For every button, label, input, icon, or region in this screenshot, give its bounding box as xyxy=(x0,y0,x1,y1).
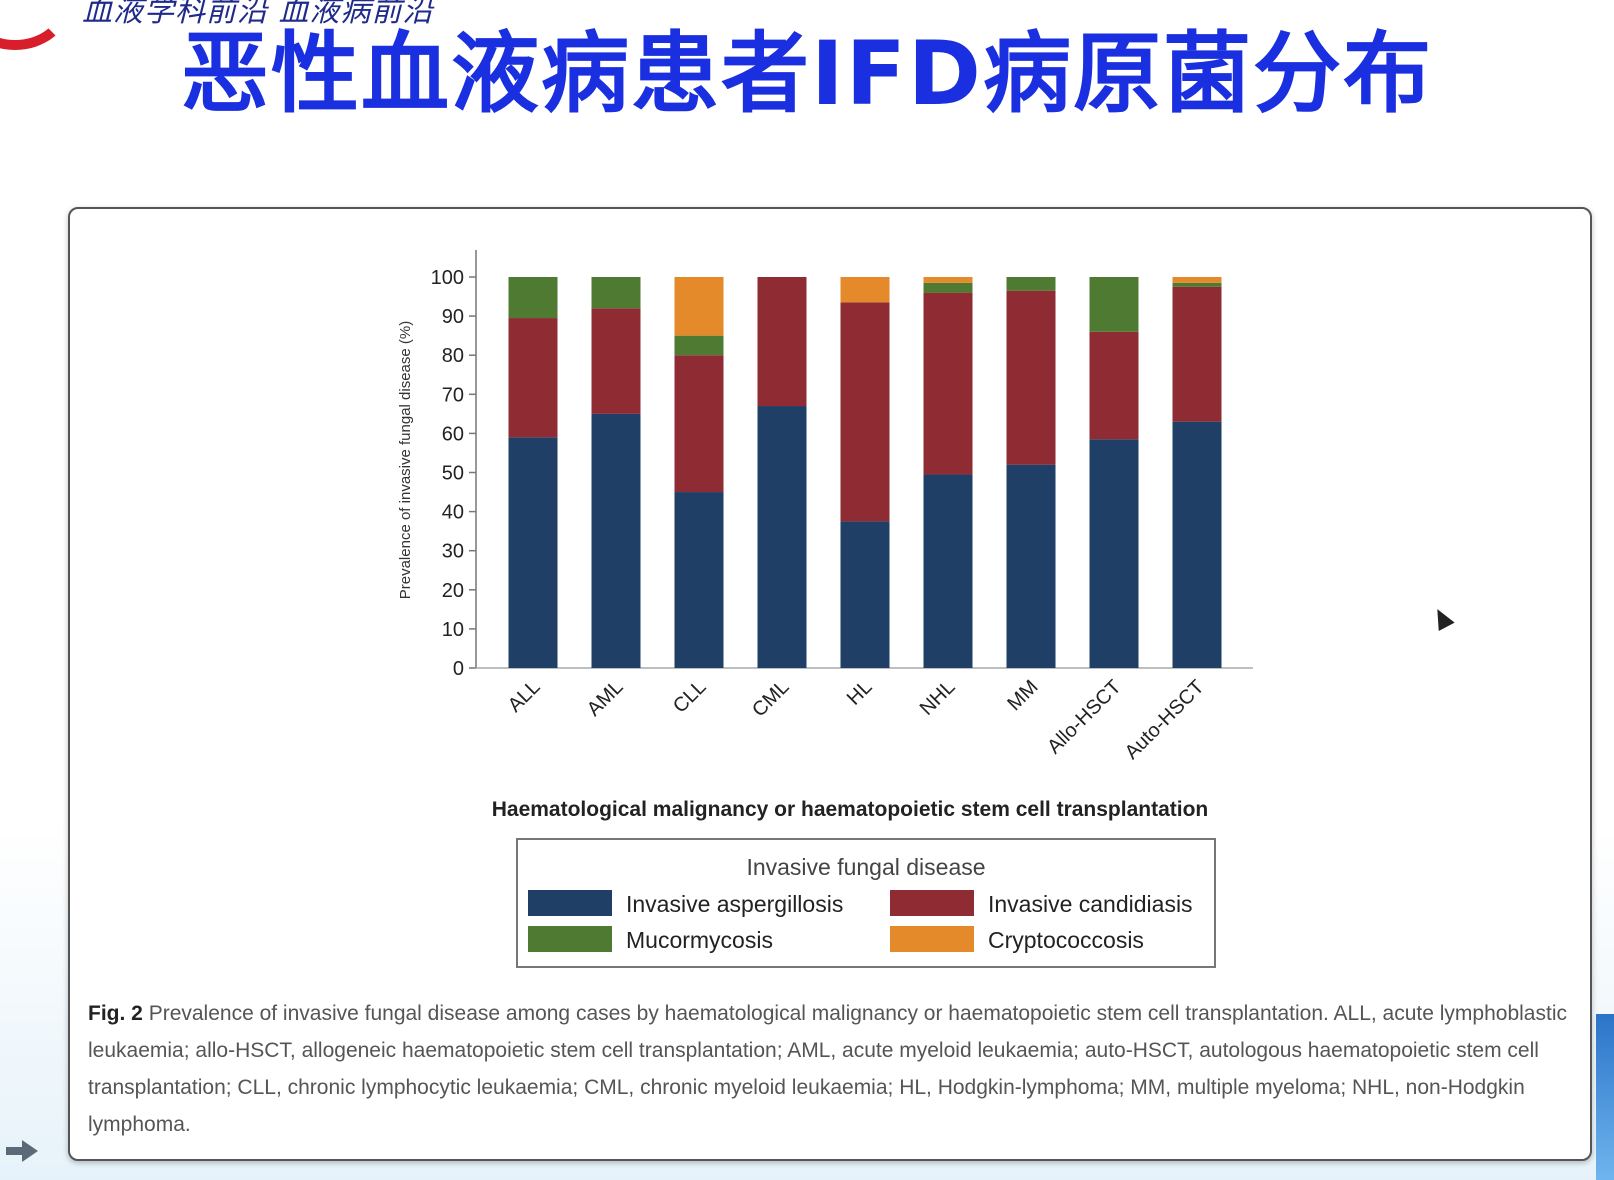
chart-legend: Invasive fungal disease Invasive aspergi… xyxy=(516,838,1216,968)
legend-label: Cryptococcosis xyxy=(988,927,1144,953)
bar-segment xyxy=(508,277,558,319)
x-tick-label: ALL xyxy=(504,676,545,717)
legend-swatch xyxy=(528,926,612,952)
x-tick-label: AML xyxy=(583,676,628,721)
legend-label: Invasive candidiasis xyxy=(988,891,1193,917)
slide-title: 恶性血液病患者IFD病原菌分布 xyxy=(181,22,1433,125)
bar-segment xyxy=(591,277,641,309)
y-tick-label: 50 xyxy=(442,463,464,485)
x-tick-label: CLL xyxy=(669,676,711,718)
bar-segment xyxy=(508,318,558,438)
y-tick-label: 30 xyxy=(442,541,464,563)
x-tick-label: NHL xyxy=(916,676,960,720)
bar-segment xyxy=(1006,277,1056,291)
header-script: 血液学科前沿 血液病前沿 xyxy=(82,0,434,29)
figure-caption: Fig. 2 Prevalence of invasive fungal dis… xyxy=(88,995,1568,1143)
bar-segment xyxy=(840,302,890,522)
bar-segment xyxy=(840,277,890,303)
y-tick-label: 40 xyxy=(442,502,464,524)
y-tick-label: 10 xyxy=(442,619,464,641)
edge-accent xyxy=(1596,1014,1614,1180)
next-arrow-icon[interactable] xyxy=(4,1138,40,1164)
bar-segment xyxy=(1089,331,1139,440)
bar-segment xyxy=(923,292,973,475)
bar-segment xyxy=(1089,277,1139,332)
logo-arc-icon xyxy=(0,0,70,50)
bar-segment xyxy=(1172,282,1222,287)
bars-group xyxy=(508,277,1222,668)
y-tick-label: 80 xyxy=(442,345,464,367)
y-tick-label: 20 xyxy=(442,580,464,602)
bar-segment xyxy=(1172,286,1222,422)
bar-segment xyxy=(1089,439,1139,668)
bar-segment xyxy=(923,474,973,668)
bar-segment xyxy=(674,277,724,336)
bar-segment xyxy=(1172,277,1222,283)
y-tick-label: 100 xyxy=(431,267,464,289)
y-tick-label: 0 xyxy=(453,658,464,680)
bar-segment xyxy=(591,308,641,414)
legend-label: Invasive aspergillosis xyxy=(626,891,844,917)
figure-label: Fig. 2 xyxy=(88,1002,143,1025)
bar-segment xyxy=(591,413,641,668)
x-axis-title: Haematological malignancy or haematopoie… xyxy=(492,798,1209,821)
x-tick-label: CML xyxy=(748,676,793,721)
bar-segment xyxy=(1172,421,1222,668)
bar-segment xyxy=(674,355,724,493)
legend-swatch xyxy=(890,890,974,916)
legend-swatch xyxy=(528,890,612,916)
legend-swatch xyxy=(890,926,974,952)
bar-segment xyxy=(508,437,558,668)
bar-segment xyxy=(1006,464,1056,668)
legend-label: Mucormycosis xyxy=(626,927,773,953)
bar-segment xyxy=(923,277,973,283)
bar-segment xyxy=(674,492,724,668)
y-tick-label: 70 xyxy=(442,384,464,406)
bar-segment xyxy=(840,521,890,668)
y-tick-label: 90 xyxy=(442,306,464,328)
y-axis-title: Prevalence of invasive fungal disease (%… xyxy=(397,321,414,599)
bar-segment xyxy=(757,406,807,668)
legend-title: Invasive fungal disease xyxy=(746,854,986,880)
y-tick-label: 60 xyxy=(442,423,464,445)
x-tick-label: Allo-HSCT xyxy=(1043,676,1125,758)
bar-segment xyxy=(1006,290,1056,465)
x-tick-label: MM xyxy=(1003,676,1042,715)
bar-segment xyxy=(757,277,807,407)
bar-segment xyxy=(674,335,724,356)
x-tick-label: Auto-HSCT xyxy=(1121,676,1209,764)
caption-text: Prevalence of invasive fungal disease am… xyxy=(88,1002,1567,1136)
x-tick-label: HL xyxy=(843,676,877,710)
bar-segment xyxy=(923,282,973,293)
figure-panel xyxy=(68,207,1592,1161)
